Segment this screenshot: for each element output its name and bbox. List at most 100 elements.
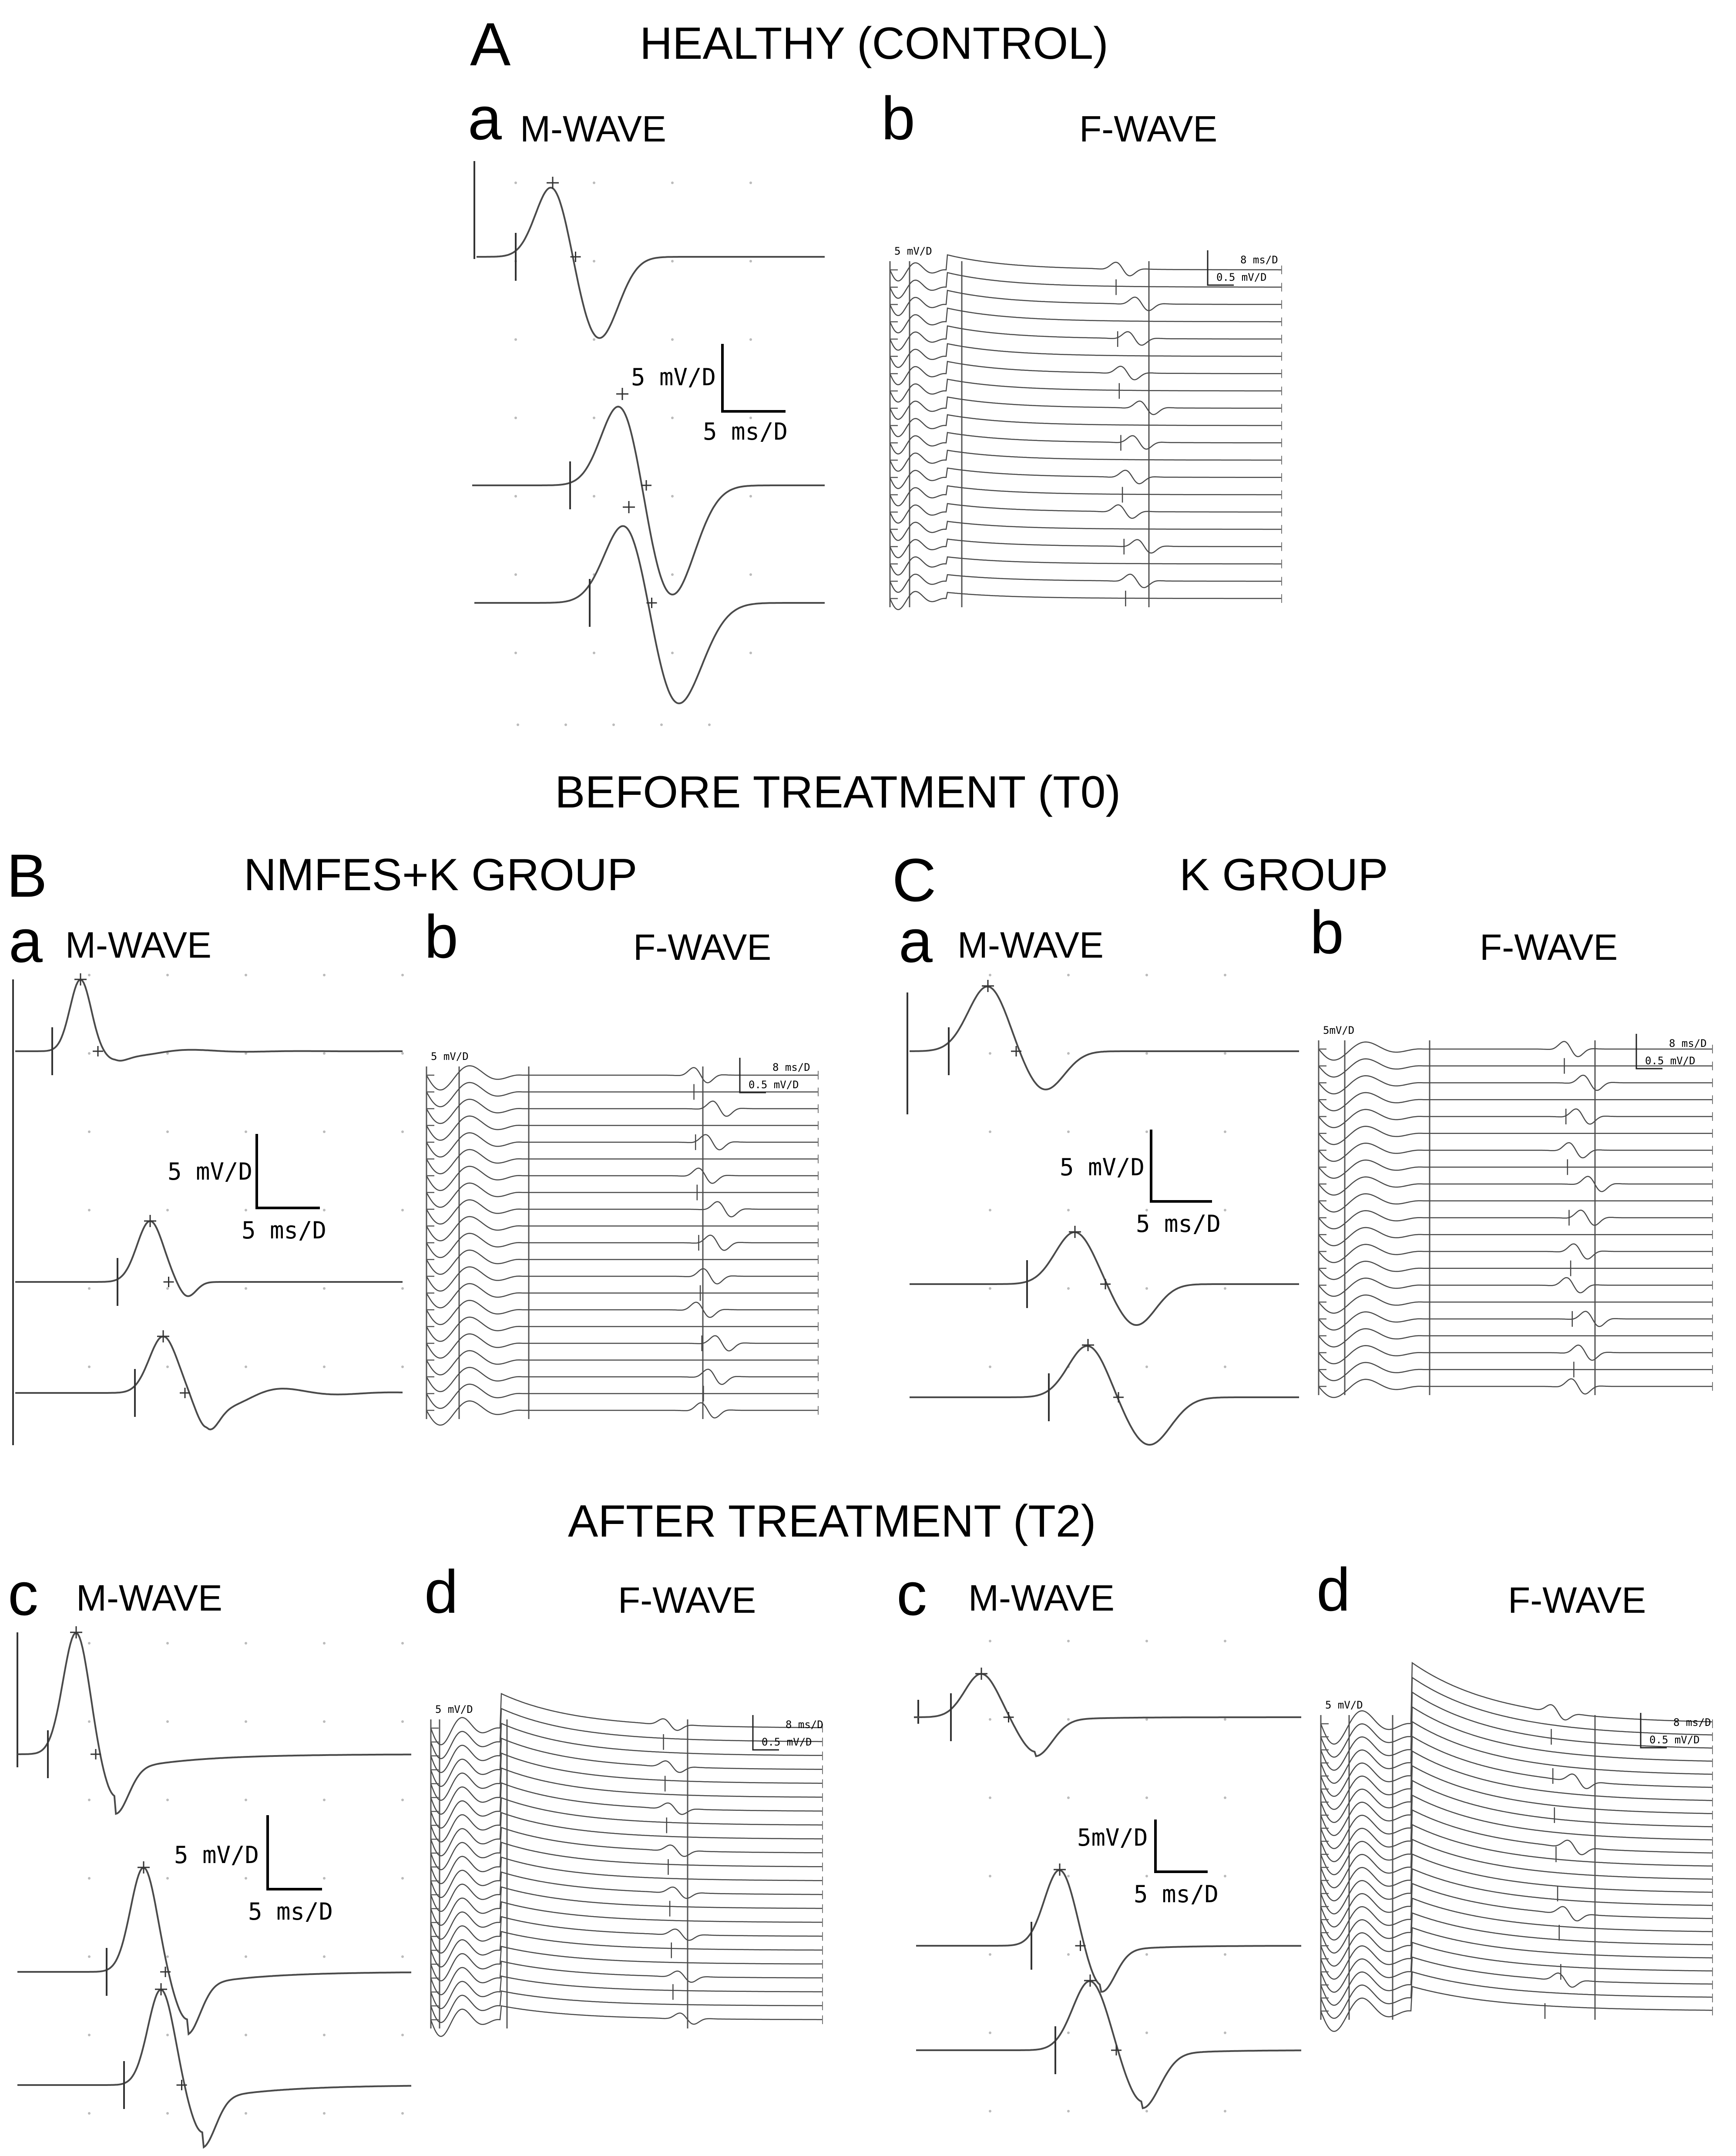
latency-marker	[646, 598, 657, 608]
grid-dot	[88, 1955, 91, 1958]
f-wave-sweep	[426, 1065, 818, 1091]
m-wave-trace	[910, 986, 1299, 1090]
grid-dot	[245, 1052, 247, 1055]
f-time-scale: 8 ms/D	[1669, 1037, 1707, 1049]
m-wave-time-scale: 5 ms/D	[248, 1898, 333, 1925]
peak-marker	[1082, 1339, 1094, 1351]
f-wave-sweep	[889, 289, 1282, 316]
grid-dot	[1145, 2110, 1148, 2112]
f-wave-panel-k-t0: 8 ms/D 0.5 mV/D 5mV/D	[1318, 1024, 1713, 1398]
peak-marker	[616, 388, 628, 400]
panel-b-a-mwave-label: M-WAVE	[65, 925, 212, 965]
section-b-title: NMFES+K GROUP	[244, 850, 637, 900]
latency-marker	[163, 1277, 174, 1287]
m-wave-time-scale: 5 ms/D	[1134, 1880, 1219, 1908]
panel-b-c-mwave-label: M-WAVE	[76, 1577, 222, 1618]
grid-dot	[1067, 1953, 1070, 1956]
f-wave-sweep	[426, 1099, 818, 1124]
f-amp-scale: 0.5 mV/D	[749, 1079, 799, 1091]
grid-dot	[323, 2034, 326, 2036]
m-wave-trace	[17, 1988, 412, 2149]
grid-dot	[166, 1130, 169, 1133]
peak-marker	[547, 177, 559, 189]
grid-dot	[245, 1209, 247, 1211]
f-wave-sweep	[430, 1990, 823, 2023]
f-wave-sweep	[1318, 1176, 1712, 1196]
grid-dot	[1067, 1287, 1070, 1290]
grid-dot	[88, 1052, 91, 1055]
m-wave-trace	[474, 525, 825, 704]
grid-dot	[323, 1052, 326, 1055]
m-wave-time-scale: 5 ms/D	[703, 418, 788, 445]
grid-dot	[517, 723, 519, 726]
grid-dot	[1067, 1130, 1070, 1133]
m-wave-amp-scale: 5 mV/D	[174, 1841, 259, 1869]
f-wave-sweep	[430, 1841, 823, 1884]
grid-dot	[593, 260, 595, 262]
latency-marker	[1111, 2045, 1122, 2055]
grid-dot	[245, 1366, 247, 1368]
grid-dot	[989, 1875, 991, 1877]
section-c-k-group-t2: c M-WAVE d F-WAVE 8 ms/D 0.5 mV/D 5 mV/D 5…	[897, 1555, 1713, 2112]
f-wave-sweep	[889, 538, 1282, 558]
f-wave-sweep	[889, 485, 1282, 507]
grid-dot	[88, 2112, 91, 2115]
grid-dot	[245, 974, 247, 976]
grid-dot	[593, 338, 595, 341]
section-c-letter: C	[892, 846, 936, 914]
f-wave-sweep	[889, 414, 1282, 437]
grid-dot	[1224, 1287, 1226, 1290]
f-wave-sweep	[430, 1737, 823, 1787]
grid-dot	[1224, 1718, 1226, 1721]
f-wave-sweep	[889, 272, 1282, 299]
m-wave-scale-bar-nmfes-t0: 5 mV/D 5 ms/D	[168, 1134, 326, 1244]
grid-dot	[989, 1718, 991, 1721]
grid-dot	[401, 1130, 404, 1133]
f-wave-sweep	[426, 1182, 818, 1208]
m-wave-trace	[910, 1231, 1299, 1326]
grid-dot	[166, 1366, 169, 1368]
grid-dot	[1067, 1640, 1070, 1642]
grid-dot	[671, 182, 674, 184]
grid-dot	[1224, 1209, 1226, 1211]
f-wave-sweep	[1320, 1838, 1712, 1901]
grid-dot	[323, 1955, 326, 1958]
grid-dot	[245, 1287, 247, 1290]
latency-marker	[176, 2080, 187, 2090]
f-wave-sweep	[1320, 1986, 1712, 2032]
f-wave-sweep	[1320, 1662, 1713, 1745]
grid-dot	[166, 1287, 169, 1290]
grid-dot	[245, 2034, 247, 2036]
f-wave-sweep	[1318, 1328, 1712, 1348]
f-wave-sweep	[1318, 1092, 1712, 1111]
grid-dot	[401, 1366, 404, 1368]
f-wave-sweep	[430, 1752, 823, 1801]
m-wave-time-scale: 5 ms/D	[1136, 1210, 1221, 1238]
grid-dot	[989, 1130, 991, 1133]
f-wave-sweep	[889, 503, 1282, 524]
panel-b-d-letter: d	[424, 1557, 458, 1626]
grid-dot	[323, 1720, 326, 1723]
grid-dot	[1067, 1209, 1070, 1211]
grid-dot	[1145, 1209, 1148, 1211]
grid-dot	[671, 417, 674, 419]
latency-marker	[570, 252, 581, 262]
grid-dot	[1067, 1875, 1070, 1877]
peak-marker	[144, 1215, 156, 1227]
grid-dot	[88, 1209, 91, 1211]
grid-dot	[323, 1877, 326, 1880]
panel-c-a-letter: a	[899, 907, 933, 975]
peak-marker	[982, 980, 994, 992]
m-wave-amp-scale: 5 mV/D	[1060, 1154, 1145, 1181]
f-sweep-amp-scale: 5 mV/D	[1325, 1699, 1363, 1711]
grid-dot	[1224, 1953, 1226, 1956]
m-wave-trace	[15, 979, 403, 1062]
grid-dot	[749, 338, 752, 341]
f-wave-sweep	[889, 378, 1282, 403]
panel-b-a-letter: a	[9, 907, 43, 975]
f-wave-sweep	[1318, 1362, 1712, 1381]
peak-marker	[138, 1861, 150, 1873]
grid-dot	[1145, 1875, 1148, 1877]
f-wave-sweep	[889, 591, 1282, 610]
grid-dot	[323, 2112, 326, 2115]
